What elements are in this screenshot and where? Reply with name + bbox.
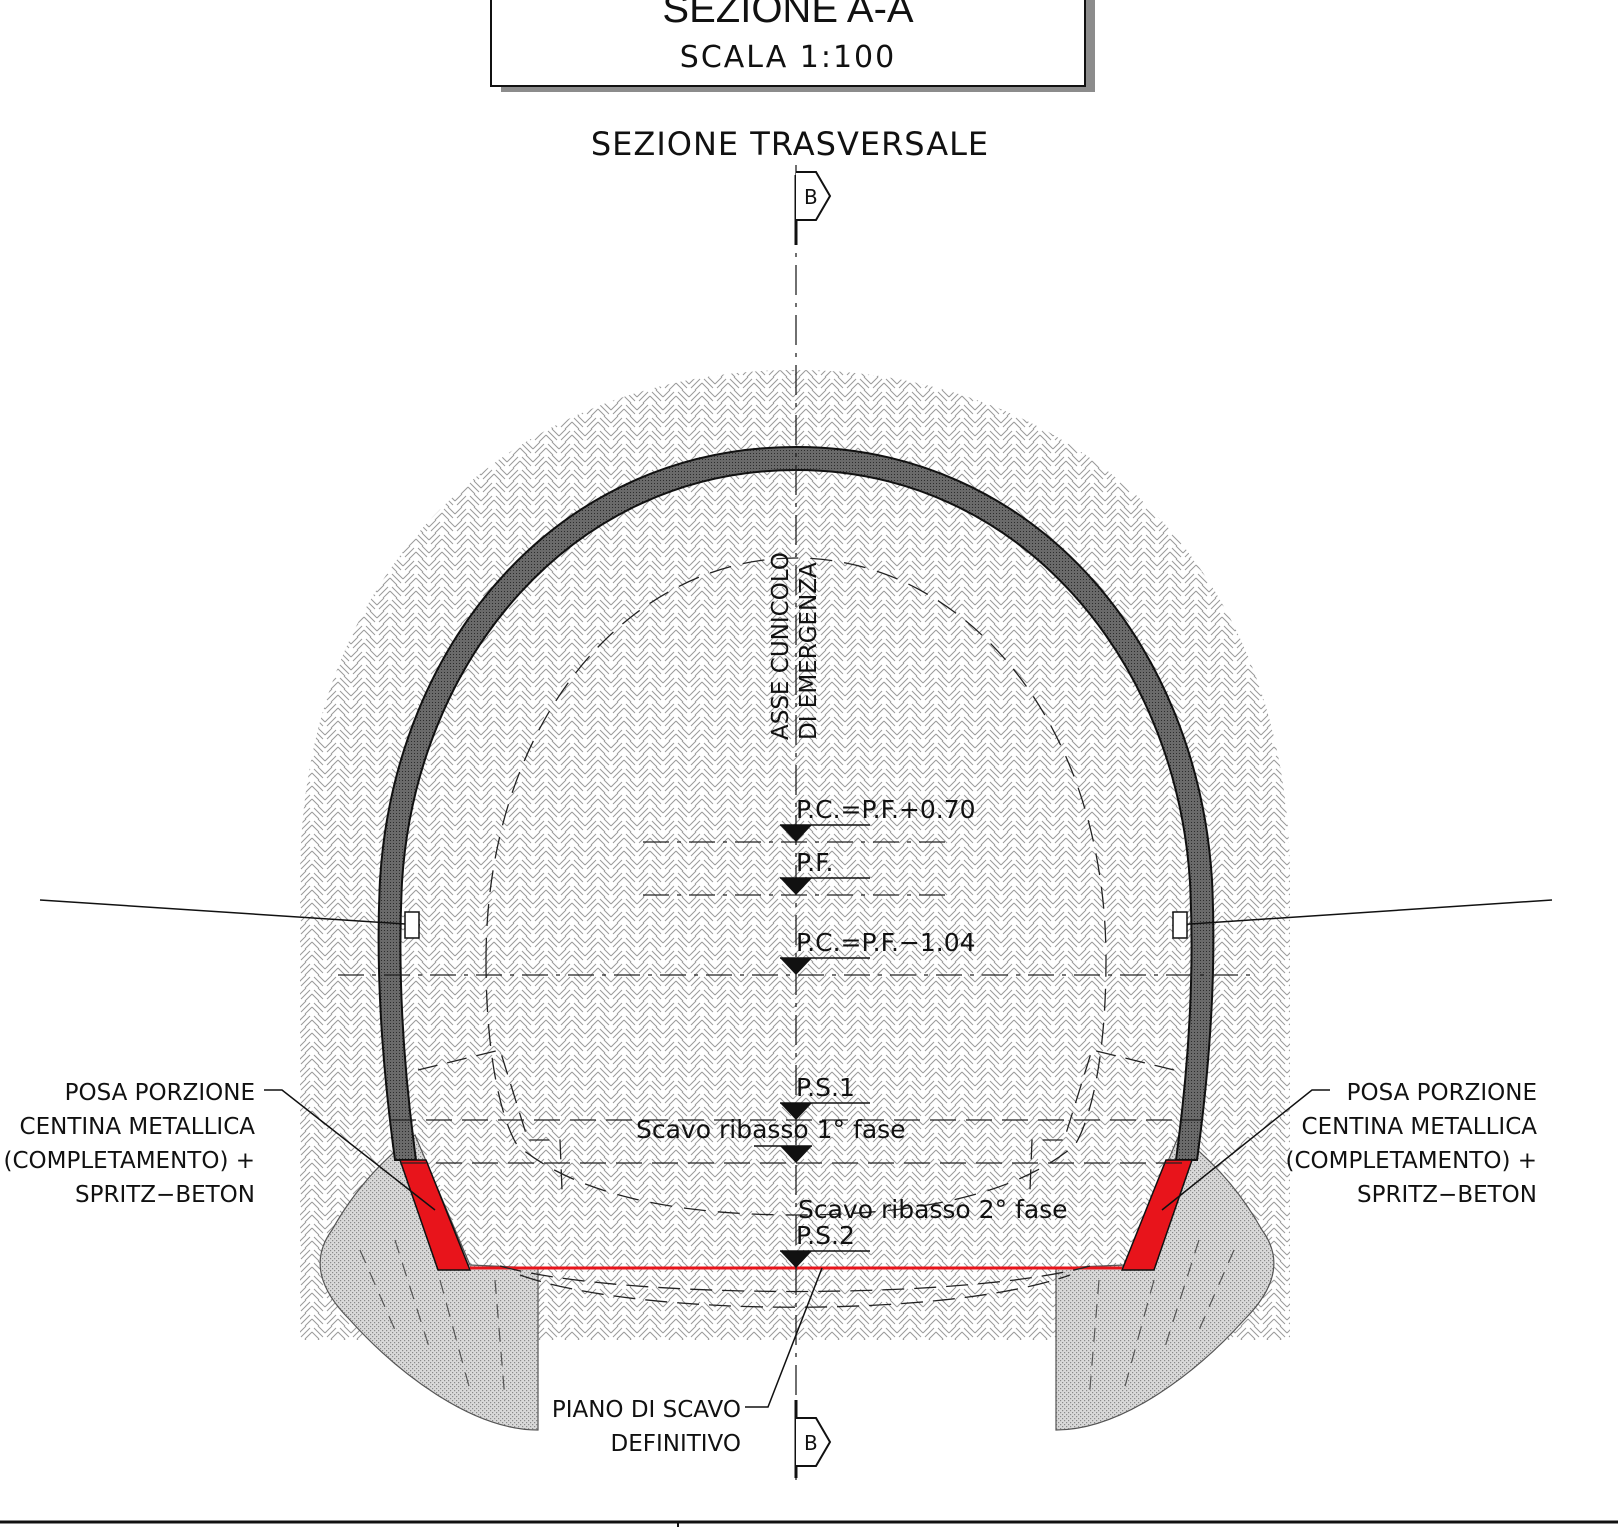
svg-text:(COMPLETAMENTO) +: (COMPLETAMENTO) + <box>4 1148 255 1174</box>
level-marker-scavo1: Scavo ribasso 1° fase <box>636 1115 906 1163</box>
section-mark-bottom: B <box>796 1417 832 1467</box>
ground-hatch-zone <box>300 370 1290 1340</box>
svg-text:POSA PORZIONE: POSA PORZIONE <box>1347 1080 1537 1106</box>
lower-dashed-arc-1 <box>499 1265 1091 1293</box>
note-right: POSA PORZIONE CENTINA METALLICA (COMPLET… <box>1286 1080 1538 1208</box>
level-marker-pc-plus: P.C.=P.F.+0.70 <box>780 795 976 842</box>
radial-dashes <box>417 1049 1175 1191</box>
level-marker-pc-minus: P.C.=P.F.−1.04 <box>780 928 976 975</box>
tunnel-lining <box>377 445 1215 1161</box>
svg-text:B: B <box>804 185 818 209</box>
svg-text:Scavo ribasso 2° fase: Scavo ribasso 2° fase <box>798 1195 1068 1224</box>
level-marker-pf: P.F. <box>780 848 870 895</box>
svg-text:P.F.: P.F. <box>796 848 833 877</box>
svg-text:P.S.2: P.S.2 <box>796 1221 855 1250</box>
bolt-line-right <box>1172 899 1553 939</box>
footing-right <box>1055 1134 1275 1431</box>
note-left: POSA PORZIONE CENTINA METALLICA (COMPLET… <box>4 1080 256 1208</box>
title-block: SEZIONE A-A SCALA 1:100 <box>490 0 1095 92</box>
svg-text:DEFINITIVO: DEFINITIVO <box>610 1431 741 1457</box>
red-lining-left <box>398 1159 472 1271</box>
axis-label: ASSE CUNICOLO DI EMERGENZA <box>768 552 822 740</box>
lower-dashed-arc-2 <box>519 1274 1071 1308</box>
bolt-line-left <box>39 899 421 939</box>
svg-text:P.C.=P.F.−1.04: P.C.=P.F.−1.04 <box>796 928 976 957</box>
svg-text:DI EMERGENZA: DI EMERGENZA <box>796 562 822 740</box>
svg-text:B: B <box>804 1431 818 1455</box>
leader-right <box>1161 1089 1330 1211</box>
svg-text:CENTINA METALLICA: CENTINA METALLICA <box>1302 1114 1538 1140</box>
note-bottom: PIANO DI SCAVO DEFINITIVO <box>552 1397 741 1457</box>
svg-text:PIANO DI SCAVO: PIANO DI SCAVO <box>552 1397 741 1423</box>
level-marker-ps1: P.S.1 <box>780 1073 870 1120</box>
section-label: SEZIONE TRASVERSALE <box>591 125 989 163</box>
svg-text:POSA PORZIONE: POSA PORZIONE <box>65 1080 255 1106</box>
svg-text:SPRITZ−BETON: SPRITZ−BETON <box>1357 1182 1537 1208</box>
svg-text:ASSE CUNICOLO: ASSE CUNICOLO <box>768 552 794 740</box>
svg-text:(COMPLETAMENTO) +: (COMPLETAMENTO) + <box>1286 1148 1537 1174</box>
svg-text:Scavo ribasso 1° fase: Scavo ribasso 1° fase <box>636 1115 906 1144</box>
leader-left <box>264 1089 436 1211</box>
svg-text:P.C.=P.F.+0.70: P.C.=P.F.+0.70 <box>796 795 976 824</box>
leader-bottom <box>745 1267 823 1408</box>
title-scale: SCALA 1:100 <box>680 40 896 75</box>
footing-left <box>319 1134 539 1431</box>
title-main: SEZIONE A-A <box>662 0 913 31</box>
svg-text:P.S.1: P.S.1 <box>796 1073 855 1102</box>
svg-text:SPRITZ−BETON: SPRITZ−BETON <box>75 1182 255 1208</box>
red-lining-right <box>1120 1159 1194 1271</box>
level-marker-ps2: P.S.2 <box>780 1221 870 1268</box>
footing-hatch-lines <box>359 1239 1235 1401</box>
level-marker-scavo2: Scavo ribasso 2° fase <box>798 1195 1068 1224</box>
inner-dashed-profile <box>485 557 1107 1216</box>
section-mark-top: B <box>796 171 832 221</box>
svg-text:CENTINA METALLICA: CENTINA METALLICA <box>20 1114 256 1140</box>
